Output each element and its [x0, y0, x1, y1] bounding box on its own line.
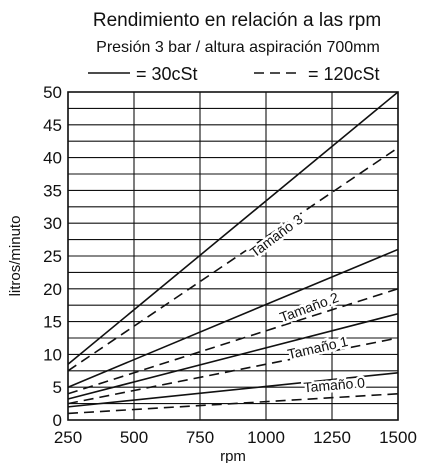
- y-tick-label: 45: [43, 116, 62, 135]
- x-axis-label: rpm: [220, 448, 246, 463]
- series-annotation: Tamaño 1: [286, 333, 350, 362]
- series-lines: [67, 91, 399, 415]
- y-tick-labels: 0 5 10 15 20 25 30 35 40 45 50: [43, 83, 62, 430]
- annotation-group: Tamaño 0: [300, 372, 368, 398]
- series-line-tama-o-1-120cst: [67, 337, 399, 405]
- series-line-tama-o-1-30cst: [67, 312, 399, 400]
- x-tick-label: 250: [54, 428, 82, 447]
- legend-dashed-label: = 120cSt: [308, 64, 380, 84]
- x-tick-label: 1000: [247, 428, 285, 447]
- series-line-tama-o-3-30cst: [67, 91, 399, 365]
- series-annotation: Tamaño 3: [247, 211, 306, 261]
- annotation-group: Tamaño 3: [244, 208, 308, 263]
- y-tick-label: 20: [43, 280, 62, 299]
- chart-subtitle: Presión 3 bar / altura aspiración 700mm: [96, 39, 380, 56]
- y-tick-label: 0: [53, 411, 62, 430]
- series-line-tama-o-2-120cst: [67, 288, 399, 395]
- y-axis-label: litros/minuto: [7, 216, 24, 297]
- x-tick-label: 750: [186, 428, 214, 447]
- y-tick-label: 40: [43, 149, 62, 168]
- series-line-tama-o-0-120cst: [67, 392, 399, 415]
- x-tick-labels: 250 500 750 1000 1250 1500: [54, 428, 417, 447]
- y-tick-label: 30: [43, 214, 62, 233]
- y-tick-label: 5: [53, 378, 62, 397]
- series-line-tama-o-0-30cst: [67, 371, 399, 408]
- annotation-group: Tamaño 1: [283, 330, 352, 364]
- y-tick-label: 15: [43, 313, 62, 332]
- y-tick-label: 35: [43, 181, 62, 200]
- y-tick-label: 25: [43, 247, 62, 266]
- x-tick-label: 500: [120, 428, 148, 447]
- legend-solid-label: = 30cSt: [136, 64, 198, 84]
- plot-frame: [67, 91, 399, 421]
- x-tick-label: 1250: [313, 428, 351, 447]
- series-line-tama-o-3-120cst: [67, 147, 399, 372]
- x-tick-label: 1500: [379, 428, 417, 447]
- series-line-tama-o-2-30cst: [67, 248, 399, 388]
- legend: = 30cSt = 120cSt: [88, 64, 380, 84]
- chart-title: Rendimiento en relación a las rpm: [93, 10, 381, 31]
- series-annotation: Tamaño 0: [303, 374, 366, 395]
- y-tick-label: 50: [43, 83, 62, 102]
- y-tick-label: 10: [43, 345, 62, 364]
